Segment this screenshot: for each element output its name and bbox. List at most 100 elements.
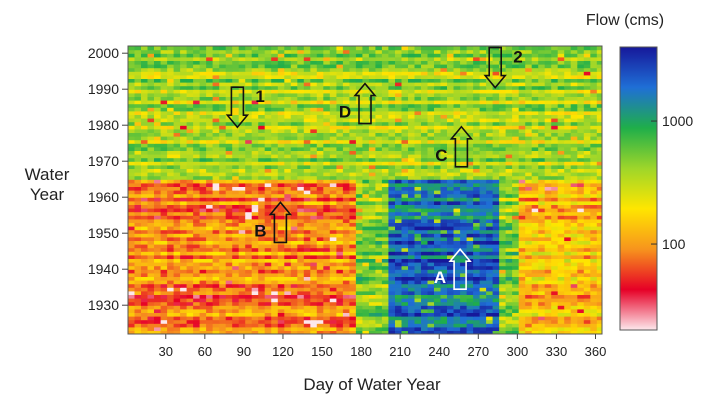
heatmap-cell <box>473 89 481 94</box>
heatmap-cell <box>284 290 292 295</box>
heatmap-cell <box>525 110 533 115</box>
heatmap-cell <box>342 179 350 184</box>
heatmap-cell <box>199 262 207 267</box>
heatmap-cell <box>447 125 455 130</box>
heatmap-cell <box>212 319 220 324</box>
heatmap-cell <box>531 294 539 299</box>
heatmap-cell <box>167 272 175 277</box>
heatmap-cell <box>525 244 533 249</box>
heatmap-cell <box>427 179 435 184</box>
heatmap-cell <box>349 323 357 328</box>
heatmap-cell <box>225 154 233 159</box>
heatmap-cell <box>518 218 526 223</box>
heatmap-cell <box>538 254 546 259</box>
heatmap-cell <box>342 118 350 123</box>
heatmap-cell <box>381 190 389 195</box>
heatmap-cell <box>395 121 403 126</box>
heatmap-cell <box>349 283 357 288</box>
heatmap-cell <box>460 107 468 112</box>
heatmap-cell <box>512 262 520 267</box>
heatmap-cell <box>264 319 272 324</box>
heatmap-cell <box>245 136 253 141</box>
heatmap-cell <box>408 110 416 115</box>
heatmap-cell <box>525 276 533 281</box>
heatmap-cell <box>245 211 253 216</box>
heatmap-cell <box>421 96 429 101</box>
heatmap-cell <box>375 96 383 101</box>
heatmap-cell <box>232 262 240 267</box>
heatmap-cell <box>466 190 474 195</box>
heatmap-cell <box>388 150 396 155</box>
heatmap-cell <box>381 107 389 112</box>
heatmap-cell <box>564 251 572 256</box>
heatmap-cell <box>251 103 259 108</box>
heatmap-cell <box>180 247 188 252</box>
heatmap-cell <box>473 290 481 295</box>
heatmap-cell <box>277 294 285 299</box>
heatmap-cell <box>460 172 468 177</box>
heatmap-cell <box>290 240 298 245</box>
heatmap-cell <box>206 128 214 133</box>
heatmap-cell <box>525 215 533 220</box>
heatmap-cell <box>154 114 162 119</box>
heatmap-cell <box>551 319 559 324</box>
heatmap-cell <box>427 287 435 292</box>
heatmap-cell <box>160 125 168 130</box>
heatmap-cell <box>564 208 572 213</box>
heatmap-cell <box>590 96 598 101</box>
heatmap-cell <box>336 312 344 317</box>
heatmap-cell <box>505 240 513 245</box>
heatmap-cell <box>134 269 142 274</box>
heatmap-cell <box>310 164 318 169</box>
heatmap-cell <box>466 301 474 306</box>
heatmap-cell <box>180 125 188 130</box>
heatmap-cell <box>460 146 468 151</box>
heatmap-cell <box>388 168 396 173</box>
heatmap-cell <box>596 186 602 191</box>
heatmap-cell <box>381 197 389 202</box>
heatmap-cell <box>193 200 201 205</box>
heatmap-cell <box>310 254 318 259</box>
heatmap-cell <box>505 269 513 274</box>
heatmap-cell <box>401 157 409 162</box>
heatmap-cell <box>349 103 357 108</box>
heatmap-cell <box>499 240 507 245</box>
heatmap-cell <box>538 182 546 187</box>
heatmap-cell <box>564 110 572 115</box>
heatmap-cell <box>408 179 416 184</box>
heatmap-cell <box>173 164 181 169</box>
heatmap-cell <box>440 229 448 234</box>
heatmap-cell <box>518 287 526 292</box>
heatmap-cell <box>408 168 416 173</box>
heatmap-cell <box>460 161 468 166</box>
heatmap-cell <box>225 323 233 328</box>
heatmap-cell <box>134 265 142 270</box>
heatmap-cell <box>473 168 481 173</box>
heatmap-cell <box>245 283 253 288</box>
heatmap-cell <box>401 323 409 328</box>
heatmap-cell <box>414 283 422 288</box>
heatmap-cell <box>160 254 168 259</box>
heatmap-cell <box>421 118 429 123</box>
heatmap-cell <box>434 283 442 288</box>
heatmap-cell <box>238 308 246 313</box>
heatmap-cell <box>596 319 602 324</box>
heatmap-cell <box>381 168 389 173</box>
heatmap-cell <box>180 305 188 310</box>
heatmap-cell <box>336 197 344 202</box>
heatmap-cell <box>245 154 253 159</box>
heatmap-cell <box>570 186 578 191</box>
heatmap-cell <box>154 157 162 162</box>
heatmap-cell <box>303 186 311 191</box>
heatmap-cell <box>577 222 585 227</box>
heatmap-cell <box>375 211 383 216</box>
heatmap-cell <box>368 294 376 299</box>
heatmap-cell <box>167 222 175 227</box>
heatmap-cell <box>232 294 240 299</box>
heatmap-cell <box>531 204 539 209</box>
heatmap-cell <box>167 114 175 119</box>
heatmap-cell <box>564 215 572 220</box>
heatmap-cell <box>460 110 468 115</box>
heatmap-cell <box>466 168 474 173</box>
heatmap-cell <box>466 323 474 328</box>
